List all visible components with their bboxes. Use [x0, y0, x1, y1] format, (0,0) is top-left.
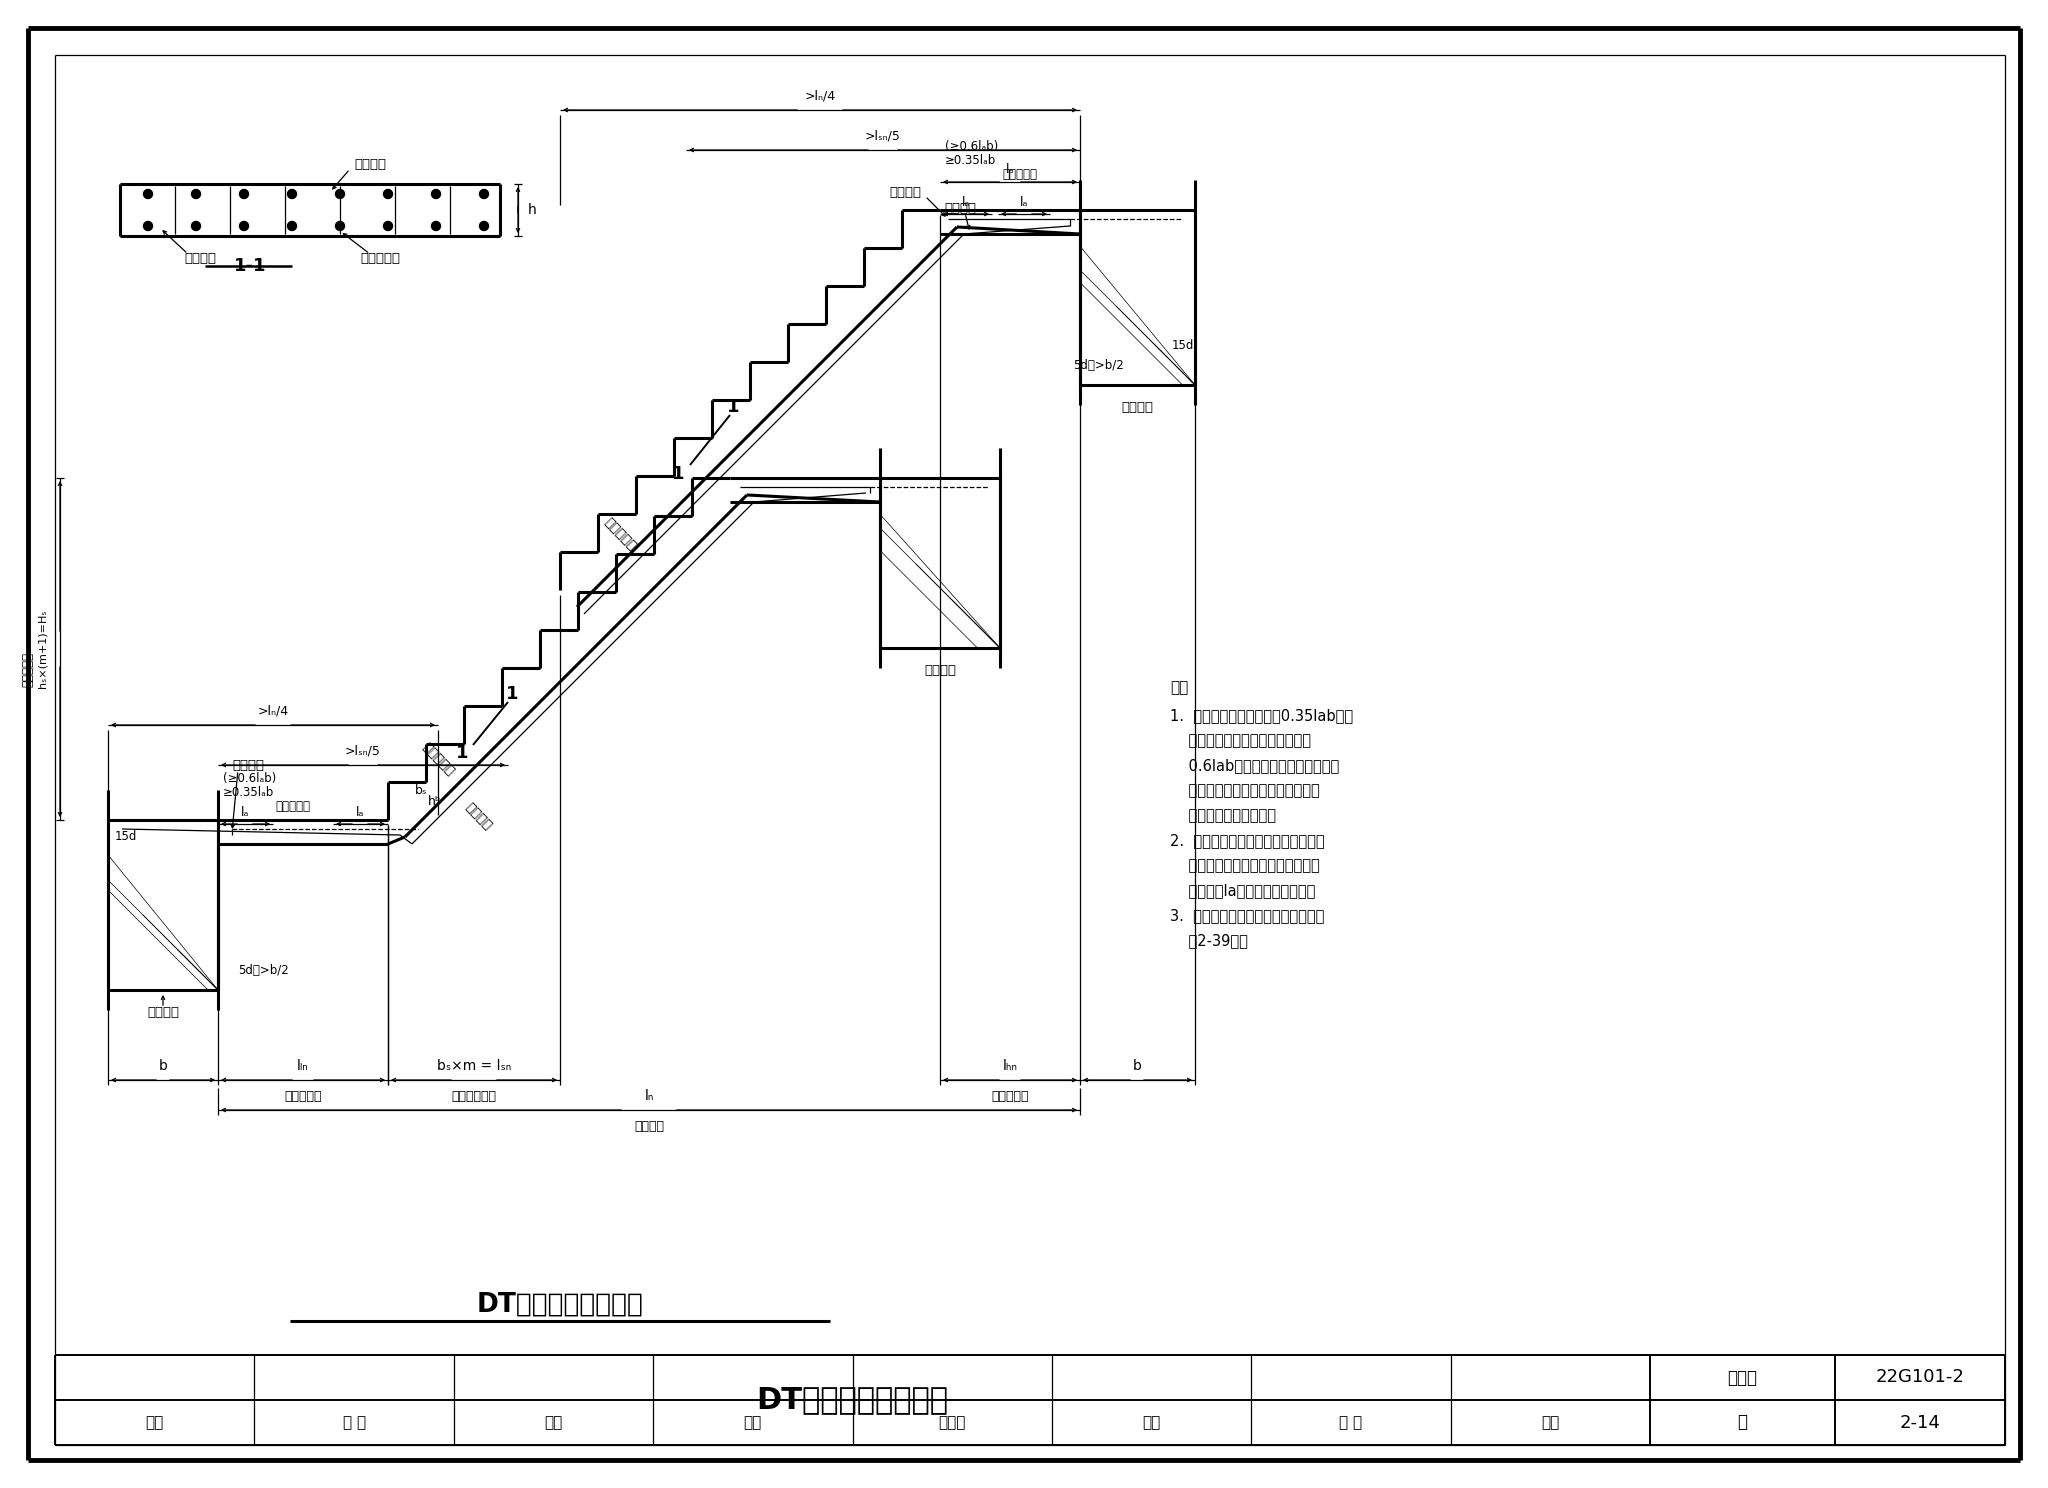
Text: lₐ: lₐ — [1006, 162, 1014, 176]
Text: hₛ×(m+1)=Hₛ: hₛ×(m+1)=Hₛ — [37, 610, 47, 689]
Text: 低端平板长: 低端平板长 — [285, 1089, 322, 1103]
Text: 李 波: 李 波 — [1339, 1415, 1362, 1430]
Text: ≥0.35lₐb: ≥0.35lₐb — [223, 786, 274, 799]
Text: 设计按铰接的情况，括号内数据: 设计按铰接的情况，括号内数据 — [1169, 734, 1311, 748]
Text: lₐ: lₐ — [1020, 195, 1028, 208]
Text: bₛ×m = lₛₙ: bₛ×m = lₛₙ — [436, 1059, 512, 1073]
Text: 图集号: 图集号 — [1729, 1369, 1757, 1387]
Text: 抗拉强度的情况，具体工程中设计: 抗拉强度的情况，具体工程中设计 — [1169, 783, 1319, 798]
Text: lₐ: lₐ — [242, 805, 250, 818]
Text: (≥0.6lₐb): (≥0.6lₐb) — [944, 140, 997, 152]
Text: 锁固长度la，如图中虚线所示。: 锁固长度la，如图中虚线所示。 — [1169, 882, 1315, 897]
Circle shape — [193, 222, 201, 231]
Text: 上部纵筋: 上部纵筋 — [889, 186, 922, 198]
Circle shape — [479, 222, 489, 231]
Circle shape — [383, 222, 393, 231]
Text: 2-14: 2-14 — [1901, 1414, 1939, 1431]
Text: lₙ: lₙ — [645, 1089, 653, 1103]
Text: lₕₙ: lₕₙ — [1004, 1059, 1018, 1073]
Text: >lₛₙ/5: >lₛₙ/5 — [344, 744, 381, 757]
Text: 2.  上部纵筋有条件时可直接伸入平台: 2. 上部纵筋有条件时可直接伸入平台 — [1169, 833, 1325, 848]
Text: 上部纵筋: 上部纵筋 — [354, 158, 385, 171]
Text: lₗₙ: lₗₙ — [297, 1059, 309, 1073]
Text: 1: 1 — [727, 397, 739, 417]
Text: 梯板分布筋: 梯板分布筋 — [602, 516, 639, 554]
Text: lₐ: lₐ — [356, 805, 365, 818]
Text: 下部纵筋: 下部纵筋 — [944, 202, 977, 216]
Text: 5d且>b/2: 5d且>b/2 — [238, 964, 289, 976]
Text: b: b — [1133, 1059, 1141, 1073]
Text: 梯板分布筋: 梯板分布筋 — [420, 741, 457, 778]
Text: 且伸至梁边: 且伸至梁边 — [276, 799, 311, 812]
Text: 吡嗦: 吡嗦 — [545, 1415, 563, 1430]
Circle shape — [479, 189, 489, 198]
Text: DT型楼梯板配筋构造: DT型楼梯板配筋构造 — [477, 1292, 643, 1318]
Text: >lₙ/4: >lₙ/4 — [805, 89, 836, 103]
Text: 1: 1 — [506, 684, 518, 702]
Text: 5d且>b/2: 5d且>b/2 — [1073, 359, 1124, 372]
Circle shape — [287, 222, 297, 231]
Text: >lₙ/4: >lₙ/4 — [258, 704, 289, 717]
Text: 张 明: 张 明 — [342, 1415, 367, 1430]
Text: (≥0.6lₐb): (≥0.6lₐb) — [223, 771, 276, 784]
Text: 下部纵筋: 下部纵筋 — [184, 251, 215, 265]
Circle shape — [432, 189, 440, 198]
Text: bₛ: bₛ — [416, 784, 428, 796]
Text: h: h — [528, 202, 537, 217]
Circle shape — [193, 189, 201, 198]
Circle shape — [336, 222, 344, 231]
Text: 页: 页 — [1737, 1414, 1747, 1431]
Text: 注：: 注： — [1169, 680, 1188, 695]
Text: DT型楼梯板配筋构造: DT型楼梯板配筋构造 — [756, 1385, 948, 1415]
Circle shape — [432, 222, 440, 231]
Text: 15d: 15d — [1171, 338, 1194, 351]
Circle shape — [240, 222, 248, 231]
Text: 15d: 15d — [115, 829, 137, 842]
Text: 1.  图中上部纵筋锁固长度0.35lab用于: 1. 图中上部纵筋锁固长度0.35lab用于 — [1169, 708, 1354, 723]
Text: 1: 1 — [457, 744, 469, 762]
Text: 3.  高端、低端踏步高度调整见本图集: 3. 高端、低端踏步高度调整见本图集 — [1169, 908, 1325, 923]
Text: 设计: 设计 — [1143, 1415, 1161, 1430]
Text: 1-1: 1-1 — [233, 257, 266, 275]
Text: lₐ: lₐ — [963, 195, 971, 208]
Text: 22G101-2: 22G101-2 — [1876, 1369, 1964, 1387]
Text: b: b — [158, 1059, 168, 1073]
Text: 第2-39页。: 第2-39页。 — [1169, 933, 1247, 948]
Circle shape — [143, 189, 152, 198]
Text: ≥0.35lₐb: ≥0.35lₐb — [944, 153, 995, 167]
Text: 高端梯梁: 高端梯梁 — [924, 664, 956, 677]
Text: >lₛₙ/5: >lₛₙ/5 — [864, 129, 901, 143]
Text: 上部纵筋: 上部纵筋 — [231, 759, 264, 771]
Circle shape — [240, 189, 248, 198]
Text: 多依: 多依 — [1542, 1415, 1559, 1430]
Text: 且伸至梁边: 且伸至梁边 — [1004, 168, 1038, 180]
Text: 付国顺: 付国顺 — [938, 1415, 967, 1430]
Text: 0.6lab用于设计考虑充分利用钉筋: 0.6lab用于设计考虑充分利用钉筋 — [1169, 757, 1339, 772]
Circle shape — [143, 222, 152, 231]
Text: 踏步段高度: 踏步段高度 — [20, 652, 35, 686]
Text: 踏步段水平长: 踏步段水平长 — [451, 1089, 496, 1103]
Text: 高端梯梁: 高端梯梁 — [1120, 400, 1153, 414]
Text: 校对: 校对 — [743, 1415, 762, 1430]
Text: 1: 1 — [672, 466, 684, 484]
Text: 高端平板长: 高端平板长 — [991, 1089, 1028, 1103]
Text: hᵇ: hᵇ — [428, 795, 440, 808]
Text: 审核: 审核 — [145, 1415, 164, 1430]
Text: 低端梯梁: 低端梯梁 — [147, 1006, 178, 1018]
Circle shape — [383, 189, 393, 198]
Text: 梯板分布筋: 梯板分布筋 — [360, 251, 399, 265]
Text: 梯板跨度: 梯板跨度 — [635, 1119, 664, 1132]
Circle shape — [287, 189, 297, 198]
Text: 板内锁固，从支座内边算起应满足: 板内锁固，从支座内边算起应满足 — [1169, 859, 1319, 873]
Text: 应指明采用何种情况。: 应指明采用何种情况。 — [1169, 808, 1276, 823]
Text: 下部纵筋: 下部纵筋 — [463, 801, 494, 833]
Circle shape — [336, 189, 344, 198]
